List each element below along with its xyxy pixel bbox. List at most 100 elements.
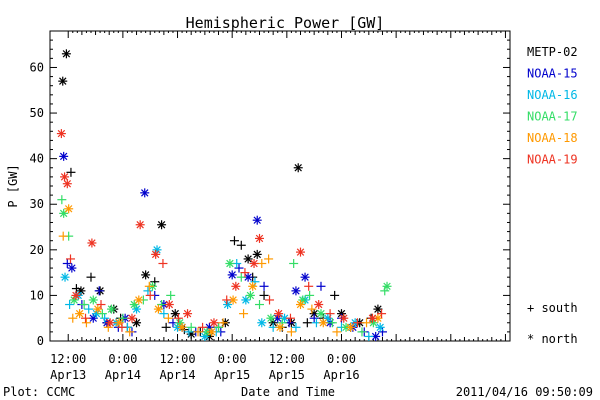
data-point-noaa-18 (307, 304, 317, 314)
data-point-noaa-15 (140, 188, 150, 198)
data-point-noaa-16 (60, 272, 70, 282)
data-point-noaa-17 (214, 322, 224, 332)
data-point-noaa-16 (364, 331, 374, 341)
data-point-noaa-15 (62, 259, 72, 268)
data-point-noaa-16 (65, 300, 75, 310)
data-point-noaa-16 (291, 322, 301, 332)
legend-entry: NOAA-17 (527, 110, 578, 124)
data-point-noaa-18 (134, 295, 144, 305)
data-point-noaa-19 (87, 238, 97, 248)
data-point-noaa-16 (375, 322, 385, 332)
data-point-noaa-19 (304, 281, 314, 291)
data-point-noaa-17 (57, 195, 67, 205)
x-tick-time-label: 12:00 (159, 352, 195, 366)
data-point-noaa-17 (97, 309, 107, 319)
data-point-noaa-17 (79, 300, 89, 310)
data-point-noaa-15 (291, 286, 301, 296)
data-point-noaa-17 (106, 304, 116, 314)
data-point-noaa-18 (64, 204, 74, 214)
data-point-metp-02 (293, 163, 303, 173)
data-point-noaa-19 (377, 309, 387, 319)
data-point-noaa-19 (71, 290, 81, 300)
data-point-metp-02 (61, 49, 71, 59)
data-point-metp-02 (236, 240, 246, 250)
data-point-noaa-19 (198, 322, 208, 332)
y-tick-label: 30 (30, 197, 44, 211)
data-point-noaa-18 (81, 318, 91, 328)
legend-entry: NOAA-16 (527, 88, 578, 102)
data-point-noaa-19 (65, 254, 75, 264)
data-point-noaa-19 (145, 290, 155, 300)
data-point-noaa-17 (255, 300, 265, 310)
data-point-metp-02 (373, 304, 383, 314)
data-point-noaa-19 (60, 172, 70, 182)
data-point-noaa-18 (248, 281, 258, 291)
y-tick-label: 10 (30, 288, 44, 302)
data-point-noaa-18 (93, 304, 103, 314)
data-point-noaa-17 (166, 290, 176, 300)
data-point-noaa-19 (274, 309, 284, 319)
plot-area-frame (49, 30, 511, 342)
data-point-noaa-19 (295, 247, 305, 257)
x-axis: 12:00 Apr13 0:00 Apr14 12:00 Apr14 0:00 Apr15 12… (50, 31, 511, 382)
data-point-metp-02 (259, 290, 269, 300)
chart-title: Hemispheric Power [GW] (186, 14, 385, 32)
data-point-metp-02 (58, 76, 68, 86)
data-point-noaa-17 (59, 208, 69, 218)
data-point-noaa-19 (314, 300, 324, 310)
data-points (56, 49, 392, 341)
plot-timestamp: 2011/04/16 09:50:09 (456, 385, 593, 399)
y-axis: 0 10 20 30 40 50 60 (30, 30, 510, 348)
data-point-noaa-19 (117, 322, 127, 332)
x-tick-date-label: Apr16 (323, 368, 359, 382)
data-point-noaa-15 (67, 263, 77, 273)
data-point-metp-02 (229, 236, 239, 246)
data-point-noaa-18 (177, 322, 187, 332)
data-point-metp-02 (330, 290, 340, 300)
x-tick-time-label: 12:00 (50, 352, 86, 366)
data-point-noaa-19 (249, 259, 259, 268)
x-axis-label: Date and Time (241, 385, 335, 399)
y-tick-label: 50 (30, 106, 44, 120)
data-point-noaa-16 (100, 313, 110, 323)
data-point-noaa-15 (59, 151, 69, 161)
data-point-noaa-16 (84, 304, 94, 314)
data-point-noaa-19 (255, 233, 265, 243)
data-point-noaa-19 (56, 129, 66, 139)
data-point-noaa-16 (184, 327, 194, 337)
data-point-noaa-18 (346, 322, 356, 332)
data-point-noaa-17 (266, 313, 276, 323)
data-point-noaa-19 (183, 309, 193, 319)
data-point-noaa-18 (125, 327, 135, 337)
y-tick-label: 0 (37, 334, 44, 348)
data-point-noaa-17 (357, 327, 367, 337)
data-point-noaa-18 (264, 254, 274, 264)
data-point-noaa-18 (207, 327, 217, 337)
data-point-metp-02 (243, 254, 253, 264)
data-point-noaa-19 (62, 179, 72, 189)
data-point-noaa-19 (96, 300, 106, 310)
data-point-noaa-18 (144, 281, 154, 291)
y-axis-label: P [GW] (6, 164, 20, 207)
data-point-metp-02 (66, 167, 76, 177)
legend-entry: METP-02 (527, 45, 578, 59)
data-point-noaa-19 (158, 259, 168, 268)
x-tick-time-label: 0:00 (327, 352, 356, 366)
data-point-metp-02 (252, 249, 262, 259)
data-point-noaa-17 (245, 290, 255, 300)
data-point-metp-02 (157, 220, 167, 230)
data-point-noaa-19 (209, 318, 219, 328)
x-tick-time-label: 0:00 (218, 352, 247, 366)
data-point-noaa-18 (75, 309, 85, 319)
data-point-noaa-18 (257, 259, 267, 268)
x-tick-time-label: 0:00 (108, 352, 137, 366)
data-point-noaa-19 (222, 295, 232, 305)
data-point-noaa-18 (153, 304, 163, 314)
data-point-noaa-19 (285, 313, 295, 323)
data-point-noaa-19 (265, 295, 275, 305)
legend-entry: NOAA-18 (527, 131, 578, 145)
data-point-noaa-15 (309, 313, 319, 323)
data-point-noaa-19 (339, 313, 349, 323)
data-point-noaa-15 (252, 215, 262, 225)
data-point-noaa-18 (318, 318, 328, 328)
